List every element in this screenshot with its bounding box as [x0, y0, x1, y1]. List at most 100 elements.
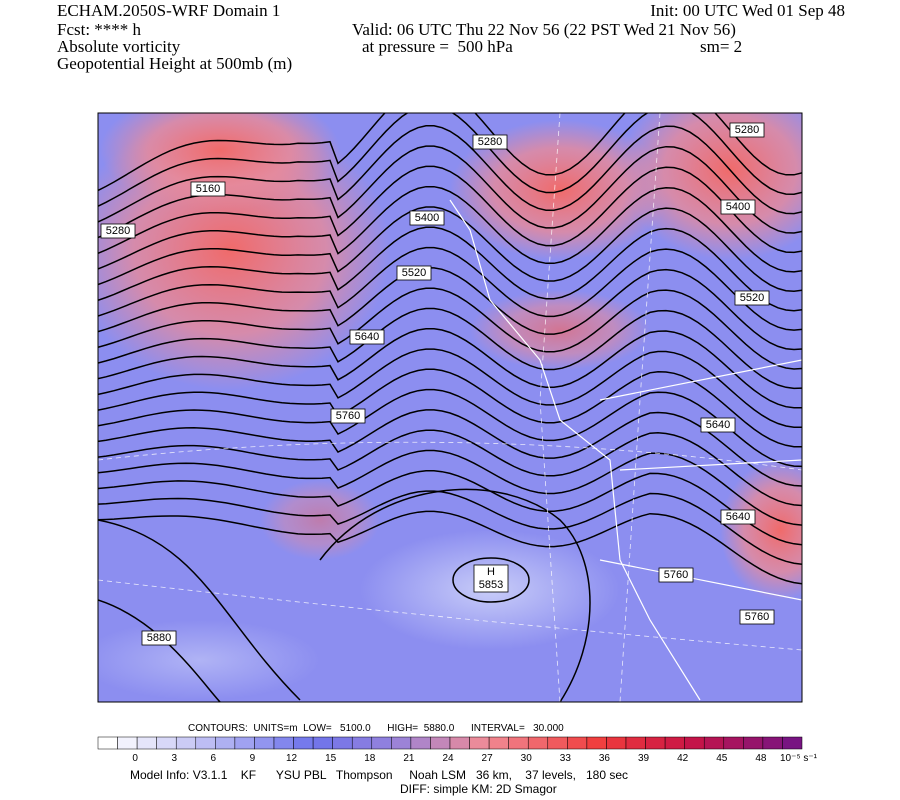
contour-label: 5520 — [402, 267, 426, 279]
colorbar-label: 0 — [132, 753, 138, 764]
diff-info: DIFF: simple KM: 2D Smagor — [400, 782, 557, 796]
colorbar-label: 48 — [755, 753, 767, 764]
contour-line — [98, 519, 301, 701]
contour-line — [98, 510, 802, 585]
colorbar-swatch — [97, 736, 118, 750]
colorbar-swatch — [254, 736, 275, 750]
contour-label: 5640 — [726, 511, 750, 523]
contour-line — [98, 267, 802, 351]
colorbar-swatch — [156, 736, 177, 750]
colorbar-swatch — [527, 736, 549, 750]
contour-line — [98, 328, 802, 409]
colorbar-swatch — [332, 736, 353, 750]
valid-time: Valid: 06 UTC Thu 22 Nov 56 (22 PST Wed … — [352, 20, 736, 39]
smoothing: sm= 2 — [700, 37, 742, 56]
colorbar-swatch — [234, 736, 255, 750]
contour-line — [98, 388, 802, 468]
colorbar-swatch — [449, 736, 470, 750]
colorbar-swatch — [723, 736, 744, 750]
vorticity-max — [470, 290, 650, 370]
contour-line — [98, 113, 802, 192]
colorbar-label: 45 — [716, 753, 728, 764]
contour-line — [98, 246, 802, 331]
contour-label: 5280 — [106, 225, 130, 237]
colorbar-swatch — [567, 736, 588, 750]
contour-info: CONTOURS: UNITS=m LOW= 5100.0 HIGH= 5880… — [188, 723, 564, 734]
colorbar-swatch — [547, 736, 568, 750]
contour-line — [98, 113, 802, 207]
colorbar-swatch — [312, 736, 333, 750]
colorbar-label: 3 — [171, 753, 177, 764]
colorbar-swatch — [371, 736, 392, 750]
contour-label-box — [396, 265, 432, 281]
contour-line — [98, 490, 802, 566]
contour-label-box — [658, 567, 694, 583]
contour-label: 5760 — [745, 611, 769, 623]
colorbar-swatch — [117, 736, 138, 750]
colorbar-label: 27 — [482, 753, 494, 764]
contour-line — [98, 307, 802, 390]
contour-label-box — [739, 609, 775, 625]
coastline — [449, 199, 802, 701]
contour-line — [98, 470, 802, 546]
contour-field: Geopotential Height at 500mb (m) — [57, 54, 292, 73]
map-frame — [97, 112, 803, 703]
contour-line — [98, 429, 802, 507]
contour-line — [98, 368, 802, 448]
contour-line — [98, 287, 802, 370]
map: 5280 5160 5280 5400 5520 5640 5760 5880 5280 5400… — [98, 113, 802, 702]
field-name: Absolute vorticity — [57, 37, 181, 56]
colorbar-swatch — [606, 736, 627, 750]
colorbar-swatch — [351, 736, 373, 750]
colorbar-swatch — [743, 736, 764, 750]
colorbar-swatch — [625, 736, 646, 750]
contour-label-box — [141, 630, 177, 646]
contour-line — [98, 348, 802, 428]
contour-label-box — [190, 181, 226, 197]
colorbar-swatch — [430, 736, 451, 750]
colorbar: 0 3 6 9 12 15 18 21 24 27 30 33 36 39 42 45 48 — [97, 736, 803, 764]
contour-label: 5520 — [740, 292, 764, 304]
contour-label: 5280 — [735, 124, 759, 136]
contour-line — [98, 599, 221, 702]
init-time: Init: 00 UTC Wed 01 Sep 48 — [650, 1, 845, 20]
colorbar-swatch — [469, 736, 490, 750]
colorbar-swatch — [175, 736, 197, 750]
contour-labels: 5280 5160 5280 5400 5520 5640 5760 5880 5280 5400… — [100, 122, 775, 646]
high-contour — [452, 557, 530, 603]
colorbar-label: 6 — [211, 753, 217, 764]
colorbar-label: 39 — [638, 753, 650, 764]
colorbar-label: 36 — [599, 753, 611, 764]
colorbar-swatch — [293, 736, 314, 750]
high-marker: H — [487, 566, 495, 578]
colorbar-label: 42 — [677, 753, 689, 764]
colorbar-swatch — [508, 736, 529, 750]
contour-label-box — [734, 290, 770, 306]
contour-label-box — [729, 122, 765, 138]
contour-line — [98, 206, 802, 293]
title: ECHAM.2050S-WRF Domain 1 — [57, 1, 280, 20]
colorbar-swatch — [136, 736, 157, 750]
colorbar-label: 12 — [286, 753, 298, 764]
vorticity-min — [98, 620, 320, 700]
colorbar-swatch — [195, 736, 216, 750]
contour-label-box — [409, 210, 445, 226]
contour-line — [98, 125, 802, 223]
contour-label-box — [472, 134, 508, 150]
contour-label: 5880 — [147, 632, 171, 644]
contour-label: 5760 — [336, 410, 360, 422]
colorbar-swatch — [703, 736, 725, 750]
colorbar-label: 30 — [521, 753, 533, 764]
vorticity-max — [260, 480, 380, 560]
colorbar-label: 18 — [364, 753, 376, 764]
vorticity-max — [450, 120, 670, 260]
colorbar-swatch — [762, 736, 783, 750]
colorbar-swatch — [410, 736, 431, 750]
contour-line — [98, 449, 802, 526]
contour-line — [319, 488, 591, 702]
contour-label: 5160 — [196, 183, 220, 195]
contour-line — [98, 226, 802, 312]
contour-label: 5400 — [415, 212, 439, 224]
colorbar-swatch — [586, 736, 607, 750]
vorticity-max — [620, 113, 802, 260]
